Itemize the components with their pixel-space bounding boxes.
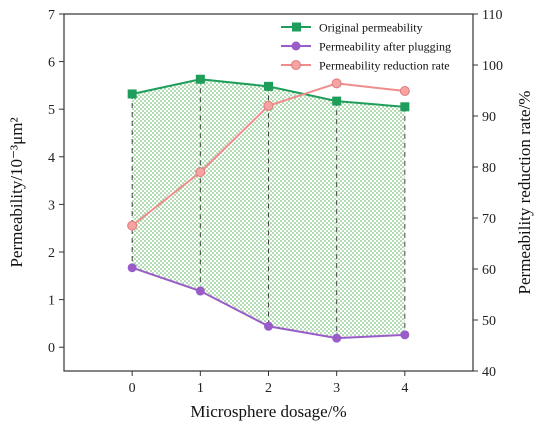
- y2-tick-label: 100: [482, 59, 503, 74]
- y-tick-label: 5: [48, 103, 55, 118]
- y-axis-title-left: Permeability/10⁻³μm²: [7, 117, 26, 267]
- y2-tick-label: 70: [482, 212, 496, 227]
- series-permeability-after-plugging: [127, 263, 410, 343]
- x-tick-label: 1: [197, 381, 204, 396]
- data-point: [332, 96, 342, 106]
- y-tick-label: 7: [48, 8, 55, 23]
- data-point: [332, 333, 342, 343]
- series-layer: [127, 74, 410, 343]
- y-tick-label: 3: [48, 198, 55, 213]
- x-tick-label: 0: [129, 381, 136, 396]
- legend-marker: [291, 60, 301, 70]
- x-axis: 0 1 2 3 4: [129, 371, 408, 396]
- legend-label: Permeability after plugging: [319, 40, 451, 54]
- series-permeability-reduction-rate: [127, 78, 410, 231]
- legend-label: Permeability reduction rate: [319, 59, 450, 73]
- data-point: [195, 167, 206, 178]
- legend: Original permeability Permeability after …: [281, 21, 451, 73]
- y2-tick-label: 50: [482, 314, 496, 329]
- dashed-drop-lines: [131, 79, 406, 339]
- data-point: [400, 102, 410, 112]
- y2-tick-label: 60: [482, 263, 496, 278]
- y-axis-right: 40 50 60 70 80 90 100 110: [473, 8, 503, 380]
- y-tick-label: 4: [48, 151, 55, 166]
- legend-item-permeability-reduction-rate: Permeability reduction rate: [281, 59, 450, 73]
- y-tick-label: 1: [48, 294, 55, 309]
- y-axis-title-right: Permeability reduction rate/%: [515, 91, 534, 295]
- legend-item-permeability-after-plugging: Permeability after plugging: [281, 40, 451, 54]
- x-tick-label: 2: [265, 381, 272, 396]
- data-point: [127, 89, 137, 99]
- data-point: [264, 321, 273, 331]
- data-point: [400, 330, 410, 340]
- data-point: [264, 81, 273, 91]
- data-point: [263, 100, 274, 111]
- y2-tick-label: 40: [482, 365, 496, 380]
- y2-tick-label: 80: [482, 161, 496, 176]
- x-axis-title: Microsphere dosage/%: [190, 402, 346, 421]
- y-axis-left: 0 1 2 3 4 5 6 7: [48, 8, 64, 356]
- y-tick-label: 2: [48, 246, 55, 261]
- data-point: [127, 263, 137, 273]
- series-original-permeability: [127, 74, 410, 112]
- legend-label: Original permeability: [319, 21, 423, 35]
- x-tick-label: 4: [401, 381, 408, 396]
- data-point: [399, 86, 410, 97]
- data-point: [127, 220, 138, 231]
- y-tick-label: 6: [48, 56, 55, 71]
- y-tick-label: 0: [48, 341, 55, 356]
- y2-tick-label: 110: [482, 8, 502, 23]
- legend-item-original-permeability: Original permeability: [281, 21, 423, 35]
- x-tick-label: 3: [333, 381, 340, 396]
- legend-marker: [292, 22, 301, 32]
- data-point: [331, 78, 342, 89]
- legend-marker: [291, 41, 301, 51]
- data-point: [195, 286, 205, 296]
- data-point: [195, 74, 205, 84]
- y2-tick-label: 90: [482, 110, 496, 125]
